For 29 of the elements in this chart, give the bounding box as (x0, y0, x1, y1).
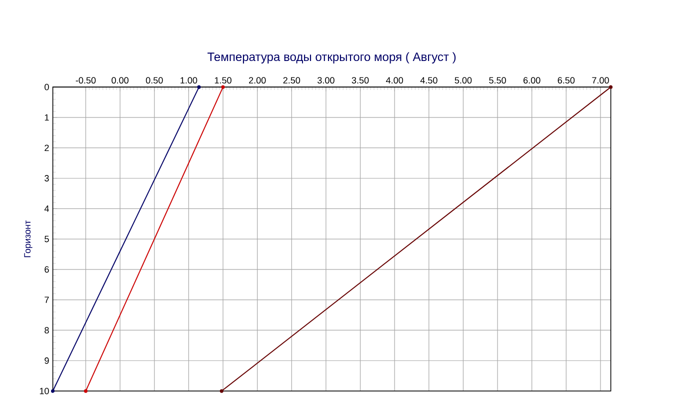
x-tick-label: 4.00 (386, 77, 404, 84)
x-tick-label: 1.50 (214, 77, 232, 84)
y-tick-label: 5 (44, 236, 49, 242)
x-tick-label: 5.00 (454, 77, 472, 84)
y-tick-label: 0 (44, 84, 49, 90)
x-tick-label: 1.00 (180, 77, 198, 84)
y-tick-label: 6 (44, 266, 49, 273)
x-tick-label: 2.00 (249, 77, 266, 84)
y-tick-label: 3 (44, 175, 49, 182)
chart-title: Температура воды открытого моря ( Август ) (208, 52, 456, 64)
y-tick-label: 8 (44, 327, 49, 334)
y-tick-label: 7 (44, 296, 49, 304)
x-tick-label: -0.50 (76, 77, 96, 84)
y-tick-label: 9 (44, 358, 49, 364)
x-tick-label: 0.50 (146, 77, 163, 84)
x-tick-label: 2.50 (283, 77, 300, 84)
y-tick-label: 1 (44, 114, 49, 121)
x-tick-label: 3.00 (318, 77, 334, 84)
y-tick-label: 4 (44, 206, 49, 212)
x-tick-label: 6.50 (558, 77, 575, 84)
y-axis-title: Горизонт (24, 220, 32, 258)
y-tick-label: 10 (40, 388, 49, 394)
y-tick-label: 2 (44, 144, 49, 152)
x-tick-label: 3.50 (352, 77, 369, 84)
x-tick-label: 4.50 (420, 77, 438, 84)
x-tick-label: 0.00 (112, 77, 128, 84)
x-tick-label: 5.50 (489, 77, 506, 84)
x-tick-label: 6.00 (524, 77, 540, 84)
x-tick-label: 7.00 (592, 77, 609, 84)
